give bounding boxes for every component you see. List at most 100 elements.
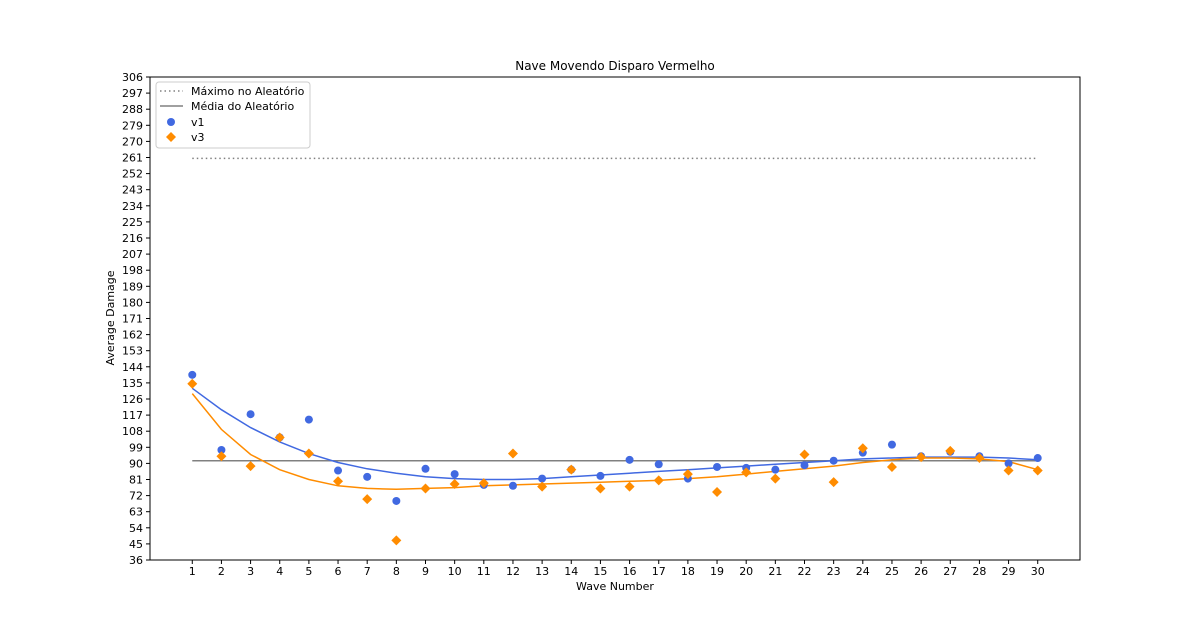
y-tick-label: 72 — [129, 490, 143, 503]
point-v1 — [1004, 459, 1013, 468]
point-v3 — [449, 478, 460, 489]
chart-title: Nave Movendo Disparo Vermelho — [515, 59, 715, 73]
point-v3 — [624, 481, 635, 492]
point-v1 — [246, 410, 255, 419]
x-axis-ticks: 1 2 3 4 5 6 7 8 9 10 11 12 13 14 15 16 17 18 19 20 21 22 23 24 2… — [189, 560, 1045, 578]
legend-marker-v1 — [167, 118, 175, 126]
plot-frame — [149, 76, 1081, 561]
x-tick-label: 12 — [506, 565, 520, 578]
point-v1 — [508, 481, 517, 490]
point-v1 — [217, 445, 226, 454]
y-tick-label: 234 — [122, 200, 143, 213]
point-v3 — [420, 483, 431, 494]
x-tick-label: 16 — [623, 565, 637, 578]
point-v3 — [362, 494, 373, 505]
y-tick-label: 99 — [129, 441, 143, 454]
x-tick-label: 19 — [710, 565, 724, 578]
x-tick-label: 20 — [739, 565, 753, 578]
y-tick-label: 126 — [122, 393, 143, 406]
y-tick-label: 189 — [122, 280, 143, 293]
point-v1 — [596, 471, 605, 480]
point-v3 — [303, 448, 314, 459]
y-tick-label: 243 — [122, 184, 143, 197]
x-tick-label: 22 — [797, 565, 811, 578]
x-tick-label: 27 — [943, 565, 957, 578]
y-tick-label: 144 — [122, 361, 143, 374]
point-v3 — [682, 469, 693, 480]
point-v1 — [829, 456, 838, 465]
y-tick-label: 54 — [129, 522, 143, 535]
y-tick-label: 279 — [122, 119, 143, 132]
point-v3 — [187, 378, 198, 389]
legend: Máximo no Aleatório Média do Aleatório v… — [155, 81, 311, 149]
y-tick-label: 252 — [122, 168, 143, 181]
x-tick-label: 7 — [364, 565, 371, 578]
x-tick-label: 3 — [247, 565, 254, 578]
y-tick-label: 36 — [129, 554, 143, 567]
legend-label-v1: v1 — [191, 116, 205, 129]
x-tick-label: 4 — [276, 565, 283, 578]
y-tick-label: 180 — [122, 296, 143, 309]
legend-label-v3: v3 — [191, 131, 205, 144]
point-v3 — [857, 443, 868, 454]
y-tick-label: 81 — [129, 474, 143, 487]
point-v3 — [974, 453, 985, 464]
y-tick-label: 288 — [122, 103, 143, 116]
point-v3 — [886, 461, 897, 472]
legend-label-mean: Média do Aleatório — [191, 100, 294, 113]
trend-lines — [191, 387, 1038, 491]
y-axis-label: Average Damage — [104, 270, 117, 365]
y-axis-ticks: 36 45 54 63 72 81 90 99 108 117 126 135 144 153 162 171… — [122, 71, 150, 567]
point-v1 — [392, 496, 401, 505]
x-tick-label: 5 — [305, 565, 312, 578]
point-v3 — [245, 461, 256, 472]
point-v1 — [800, 461, 809, 470]
point-v3 — [507, 448, 518, 459]
point-v1 — [363, 472, 372, 481]
trend-line-v1 — [191, 387, 1038, 481]
y-tick-label: 216 — [122, 232, 143, 245]
point-v1 — [1033, 454, 1042, 463]
point-v3 — [799, 449, 810, 460]
y-tick-label: 171 — [122, 313, 143, 326]
point-v3 — [333, 476, 344, 487]
point-v1 — [713, 462, 722, 471]
point-v3 — [916, 452, 927, 463]
x-tick-label: 28 — [972, 565, 986, 578]
point-v1 — [334, 466, 343, 475]
point-v3 — [770, 473, 781, 484]
x-tick-label: 17 — [652, 565, 666, 578]
point-v3 — [216, 451, 227, 462]
x-tick-label: 10 — [448, 565, 462, 578]
x-tick-label: 21 — [768, 565, 782, 578]
point-v1 — [887, 440, 896, 449]
x-tick-label: 1 — [189, 565, 196, 578]
point-v3 — [1003, 465, 1014, 476]
y-tick-label: 306 — [122, 71, 143, 84]
trend-line-v3 — [191, 393, 1038, 491]
point-v3 — [391, 535, 402, 546]
point-v3 — [595, 483, 606, 494]
point-v1 — [654, 460, 663, 469]
point-v3 — [566, 464, 577, 475]
y-tick-label: 162 — [122, 329, 143, 342]
x-tick-label: 2 — [218, 565, 225, 578]
point-v3 — [828, 477, 839, 488]
y-tick-label: 225 — [122, 216, 143, 229]
x-tick-label: 18 — [681, 565, 695, 578]
point-v3 — [1032, 465, 1043, 476]
x-tick-label: 23 — [827, 565, 841, 578]
y-tick-label: 198 — [122, 264, 143, 277]
point-v1 — [188, 370, 197, 379]
point-v3 — [274, 432, 285, 443]
point-v1 — [450, 470, 459, 479]
point-v3 — [653, 475, 664, 486]
point-v1 — [771, 465, 780, 474]
legend-marker-v3 — [166, 132, 176, 142]
point-v3 — [537, 481, 548, 492]
point-v1 — [538, 474, 547, 483]
data-points — [187, 370, 1043, 546]
x-tick-label: 25 — [885, 565, 899, 578]
y-tick-label: 90 — [129, 457, 143, 470]
